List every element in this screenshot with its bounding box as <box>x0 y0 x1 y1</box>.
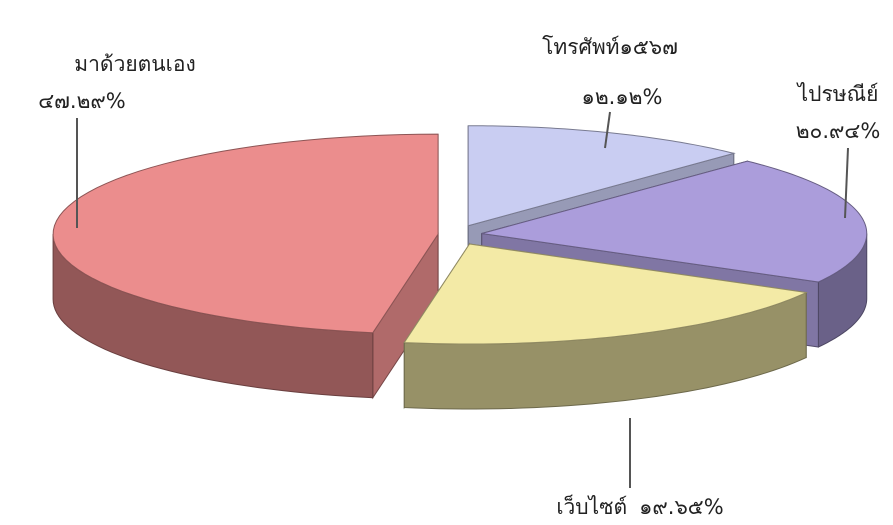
leader-line <box>604 111 611 149</box>
slice-top <box>467 125 736 227</box>
category-label: ไปรษณีย์ <box>796 82 879 106</box>
leader-line <box>844 147 849 219</box>
value-label: ๒๐.๙๔% <box>796 119 881 143</box>
slice-top <box>481 160 868 283</box>
category-label: โทรศัพท์๑๕๖๗ <box>542 35 678 59</box>
category-label: เว็บไซต์ <box>556 493 627 519</box>
value-label: ๑๙.๖๕% <box>639 495 724 519</box>
value-label: ๑๒.๑๒% <box>582 85 663 109</box>
category-label: มาด้วยตนเอง <box>74 52 195 76</box>
slice <box>403 242 808 410</box>
slice <box>52 133 439 400</box>
slice-label: เว็บไซต์ ๑๙.๖๕% <box>556 493 723 519</box>
slice-top <box>403 243 808 345</box>
value-label: ๔๗.๒๙% <box>38 89 126 113</box>
slice-top <box>52 133 439 334</box>
